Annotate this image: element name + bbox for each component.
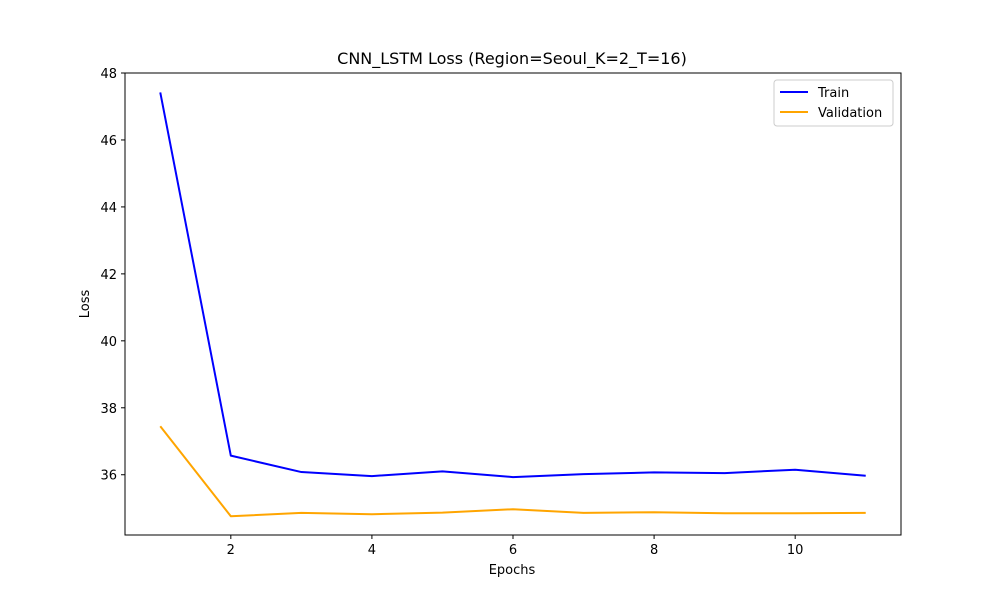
train-series-line [159, 92, 866, 479]
y-tick-label: 36 [100, 469, 117, 484]
y-tick-label: 38 [100, 402, 117, 417]
y-tick-label: 42 [100, 268, 117, 283]
x-tick-label: 8 [650, 543, 658, 558]
validation-series-line [159, 425, 866, 518]
y-axis-label: Loss [78, 290, 93, 319]
legend-label-train: Train [817, 86, 849, 101]
x-tick-label: 6 [509, 543, 517, 558]
y-tick-label: 40 [100, 335, 117, 350]
legend-label-validation: Validation [818, 106, 882, 121]
x-axis: 2 4 6 8 10 [227, 535, 804, 558]
y-tick-label: 48 [100, 67, 117, 82]
y-axis: 36 38 40 42 44 46 48 [100, 67, 125, 484]
y-tick-label: 46 [100, 134, 117, 149]
chart-title: CNN_LSTM Loss (Region=Seoul_K=2_T=16) [337, 49, 687, 69]
legend: Train Validation [773, 79, 894, 127]
x-axis-label: Epochs [489, 563, 536, 578]
x-tick-label: 2 [227, 543, 235, 558]
plot-area [159, 92, 866, 518]
x-tick-label: 4 [368, 543, 376, 558]
y-tick-label: 44 [100, 201, 117, 216]
x-tick-label: 10 [787, 543, 804, 558]
